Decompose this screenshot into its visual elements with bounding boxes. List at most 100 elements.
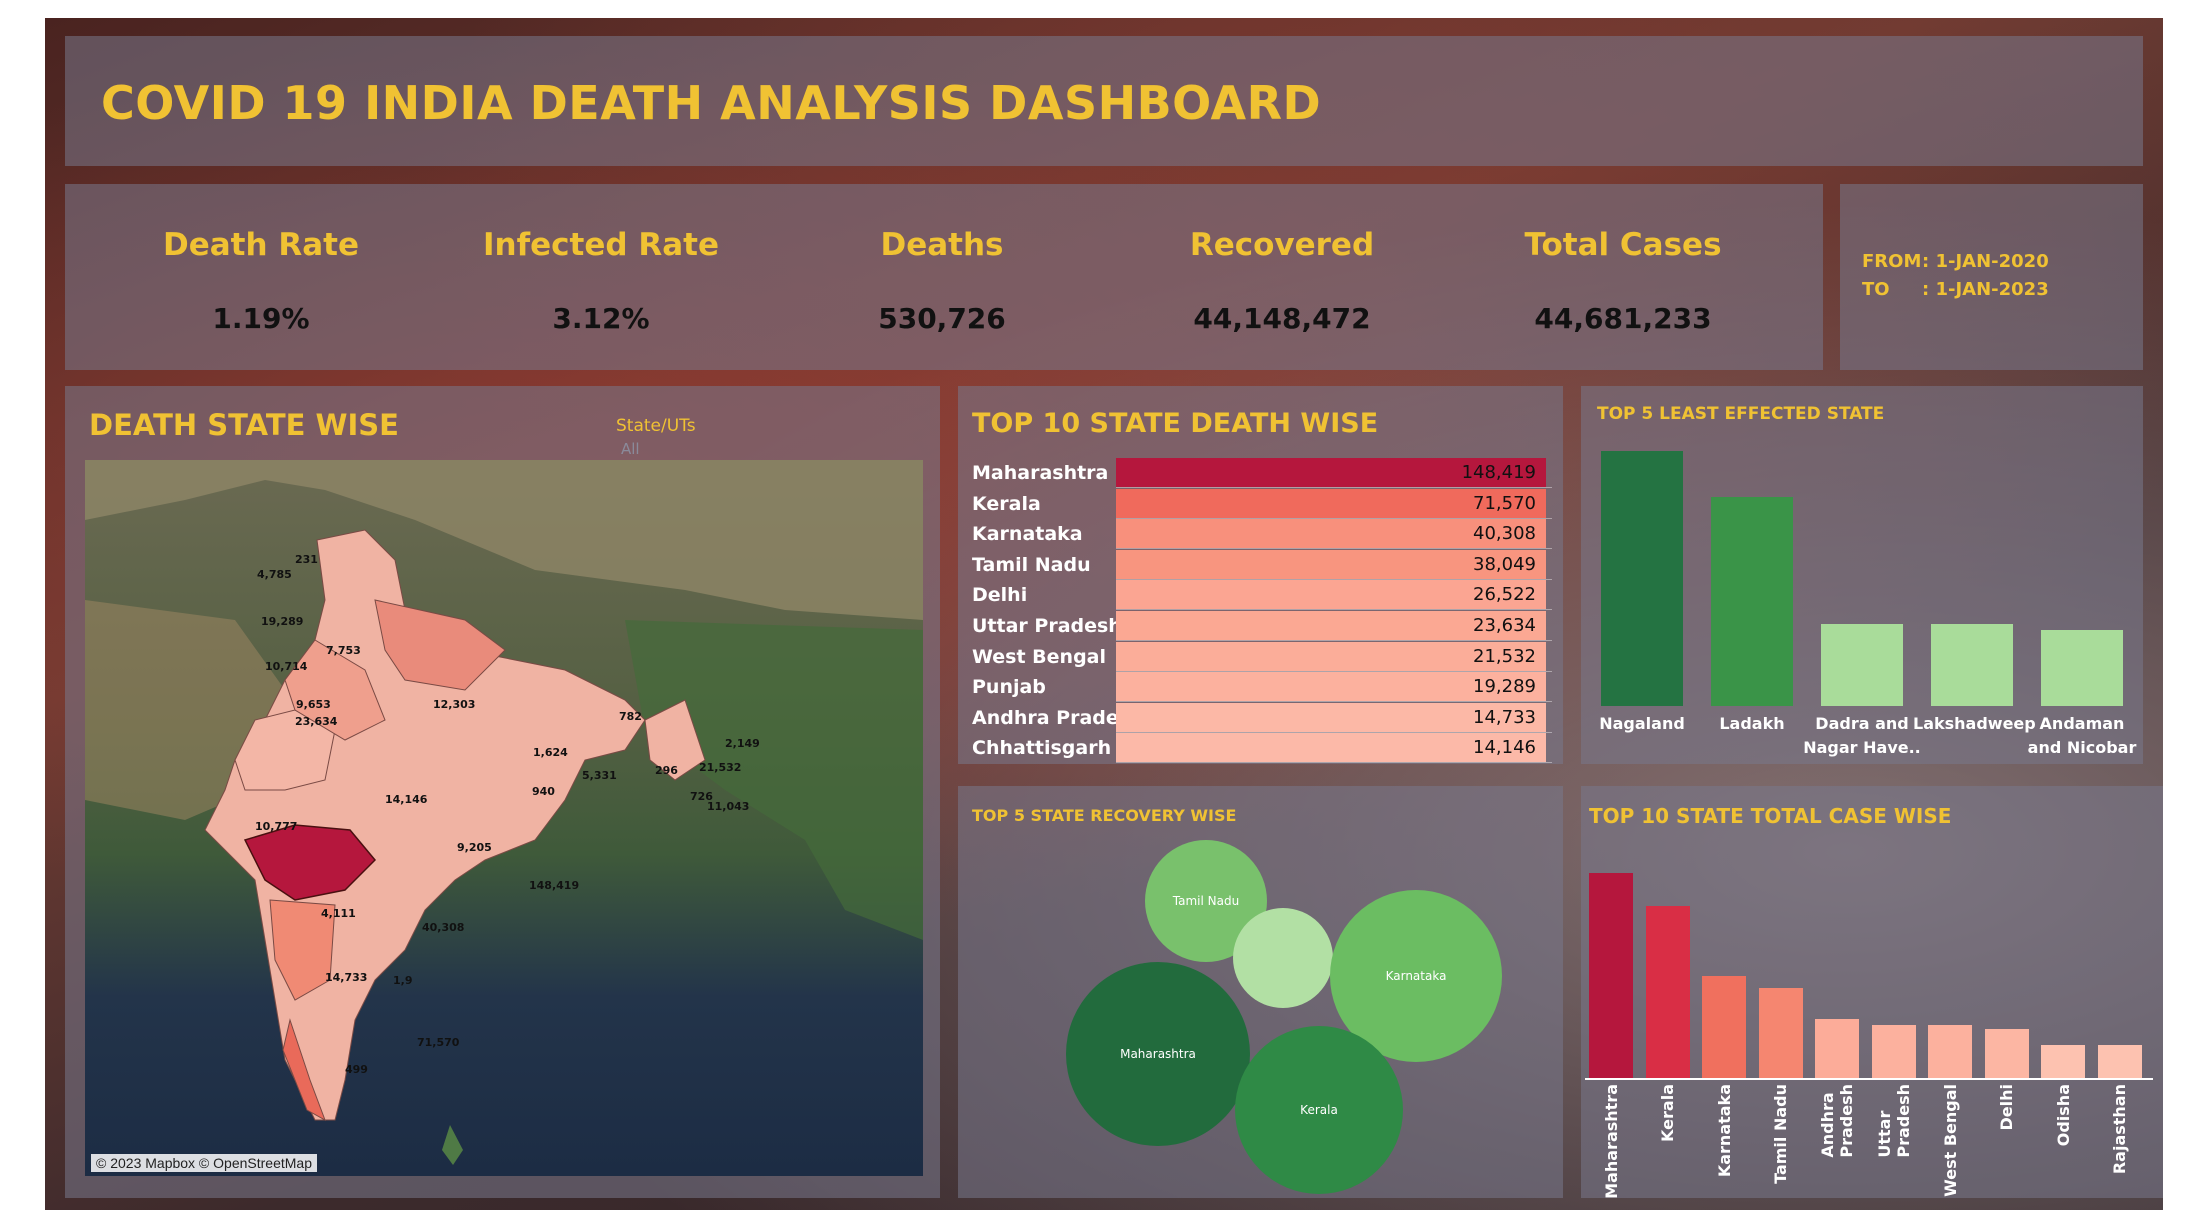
date-to-value: : 1-JAN-2023 (1922, 279, 2049, 300)
row-bar: 19,289 (1116, 672, 1546, 702)
table-row[interactable]: Delhi 26,522 (972, 580, 1552, 611)
map-label: 71,570 (417, 1036, 460, 1049)
table-row[interactable]: Punjab 19,289 (972, 672, 1552, 703)
least-bar-label: Ladakh (1719, 714, 1785, 733)
row-value: 19,289 (1473, 676, 1536, 698)
dashboard-canvas: COVID 19 INDIA DEATH ANALYSIS DASHBOARD … (45, 18, 2163, 1210)
state-filter-label: State/UTs (616, 416, 696, 436)
kpi-value-infected-rate: 3.12% (552, 302, 650, 335)
row-state-label: Maharashtra (972, 462, 1109, 484)
least-bar[interactable] (2041, 629, 2123, 706)
map-title: DEATH STATE WISE (89, 408, 399, 442)
map-label: 2,149 (725, 737, 760, 750)
map-label: 10,714 (265, 660, 308, 673)
least-bar[interactable] (1931, 624, 2013, 706)
row-value: 23,634 (1473, 615, 1536, 636)
map-label: 23,634 (295, 715, 338, 728)
india-map[interactable]: 4,785 231 19,289 7,753 10,714 23,634 9,6… (85, 460, 923, 1176)
case-bar[interactable] (1928, 1024, 1972, 1078)
row-state-label: Punjab (972, 676, 1046, 699)
map-shapes (85, 460, 923, 1165)
map-label: 9,653 (296, 698, 331, 711)
least-bar-label: Dadra and Nagar Have.. (1803, 714, 1921, 757)
row-divider (1116, 670, 1552, 672)
case-bar[interactable] (1589, 873, 1633, 1078)
recovery-title: TOP 5 STATE RECOVERY WISE (972, 806, 1237, 825)
map-label: 21,532 (699, 761, 742, 774)
map-label: 1,9 (393, 974, 413, 987)
bubble-unlabeled[interactable] (1233, 908, 1333, 1008)
up-shape (374, 599, 506, 691)
date-range-panel: FROM : 1-JAN-2020 TO : 1-JAN-2023 (1840, 184, 2143, 370)
case-bar[interactable] (1702, 975, 1746, 1078)
case-bar[interactable] (2041, 1045, 2085, 1078)
row-state-label: West Bengal (972, 645, 1107, 668)
map-label: 12,303 (433, 698, 476, 711)
map-label: 10,777 (255, 820, 298, 833)
row-divider (1116, 578, 1552, 580)
kpi-value-recovered: 44,148,472 (1193, 302, 1371, 335)
case-bar-label: Andhra Pradesh (1818, 1084, 1856, 1158)
case-bar[interactable] (1871, 1024, 1916, 1078)
map-label: 231 (295, 553, 318, 566)
state-filter-value[interactable]: All (621, 440, 640, 458)
least-bar[interactable] (1601, 451, 1683, 706)
row-divider (1116, 487, 1552, 488)
row-divider (1116, 517, 1552, 519)
row-value: 14,146 (1473, 737, 1536, 759)
case-bar-label: Kerala (1658, 1084, 1677, 1142)
row-divider (1116, 701, 1552, 703)
row-value: 71,570 (1473, 492, 1536, 514)
row-bar: 26,522 (1116, 580, 1546, 610)
row-bar: 71,570 (1116, 488, 1546, 518)
title-banner: COVID 19 INDIA DEATH ANALYSIS DASHBOARD (65, 36, 2143, 166)
date-from: FROM : 1-JAN-2020 (1862, 251, 2049, 272)
map-label: 1,624 (533, 746, 568, 759)
row-state-label: Andhra Prade.. (972, 706, 1134, 729)
bubble-karnataka[interactable]: Karnataka (1330, 890, 1502, 1062)
top10-deaths-panel: TOP 10 STATE DEATH WISE Maharashtra 148,4… (958, 386, 1563, 764)
total-cases-panel: TOP 10 STATE TOTAL CASE WISE Maharashtra… (1581, 786, 2163, 1199)
dashboard-title: COVID 19 INDIA DEATH ANALYSIS DASHBOARD (101, 76, 1322, 130)
table-row[interactable]: West Bengal 21,532 (972, 641, 1552, 672)
map-label: 9,205 (457, 841, 492, 854)
bubble-kerala[interactable]: Kerala (1235, 1026, 1403, 1194)
table-row[interactable]: Chhattisgarh 14,146 (972, 733, 1552, 764)
least-bar[interactable] (1821, 624, 1903, 706)
least-bar[interactable] (1711, 496, 1793, 706)
kpi-label-infected-rate: Infected Rate (483, 227, 719, 263)
case-bar[interactable] (1758, 987, 1803, 1078)
case-bar[interactable] (1815, 1018, 1859, 1078)
row-state-label: Delhi (972, 584, 1028, 607)
kerala-shape (282, 1018, 326, 1122)
kpi-label-deaths: Deaths (880, 227, 1004, 263)
map-attribution[interactable]: © 2023 Mapbox © OpenStreetMap (91, 1154, 317, 1172)
row-divider (1116, 731, 1552, 733)
total-cases-chart: Maharashtra Kerala Karnataka Tamil Nadu Andh… (1581, 786, 2163, 1199)
case-bar[interactable] (1645, 905, 1690, 1078)
row-state-label: Tamil Nadu (972, 553, 1091, 576)
case-bar-label: Karnataka (1714, 1084, 1734, 1178)
table-row[interactable]: Maharashtra 148,419 (972, 458, 1552, 488)
row-state-label: Chhattisgarh (972, 737, 1112, 760)
top10-deaths-title: TOP 10 STATE DEATH WISE (972, 408, 1379, 439)
date-to-label: TO (1862, 279, 1890, 300)
map-label: 782 (619, 710, 642, 723)
bubble-label: Maharashtra (1120, 1047, 1196, 1061)
case-bar[interactable] (2097, 1045, 2142, 1078)
table-row[interactable]: Kerala 71,570 (972, 488, 1552, 519)
least-effected-panel: TOP 5 LEAST EFFECTED STATE Nagaland Ladak… (1581, 386, 2143, 764)
kpi-label-recovered: Recovered (1189, 227, 1375, 263)
kpi-label-death-rate: Death Rate (163, 227, 359, 263)
table-row[interactable]: Tamil Nadu 38,049 (972, 549, 1552, 580)
case-bar[interactable] (1984, 1028, 2029, 1078)
date-from-label: FROM (1862, 251, 1922, 272)
row-bar: 40,308 (1116, 519, 1546, 549)
table-row[interactable]: Karnataka 40,308 (972, 519, 1552, 550)
bubble-maharashtra[interactable]: Maharashtra (1066, 962, 1250, 1146)
case-bar-label: Odisha (2053, 1084, 2073, 1147)
table-row[interactable]: Uttar Pradesh 23,634 (972, 611, 1552, 641)
east-region (625, 620, 923, 940)
table-row[interactable]: Andhra Prade.. 14,733 (972, 702, 1552, 733)
recovery-panel: TOP 5 STATE RECOVERY WISE Tamil Nadu Kar… (958, 786, 1563, 1198)
